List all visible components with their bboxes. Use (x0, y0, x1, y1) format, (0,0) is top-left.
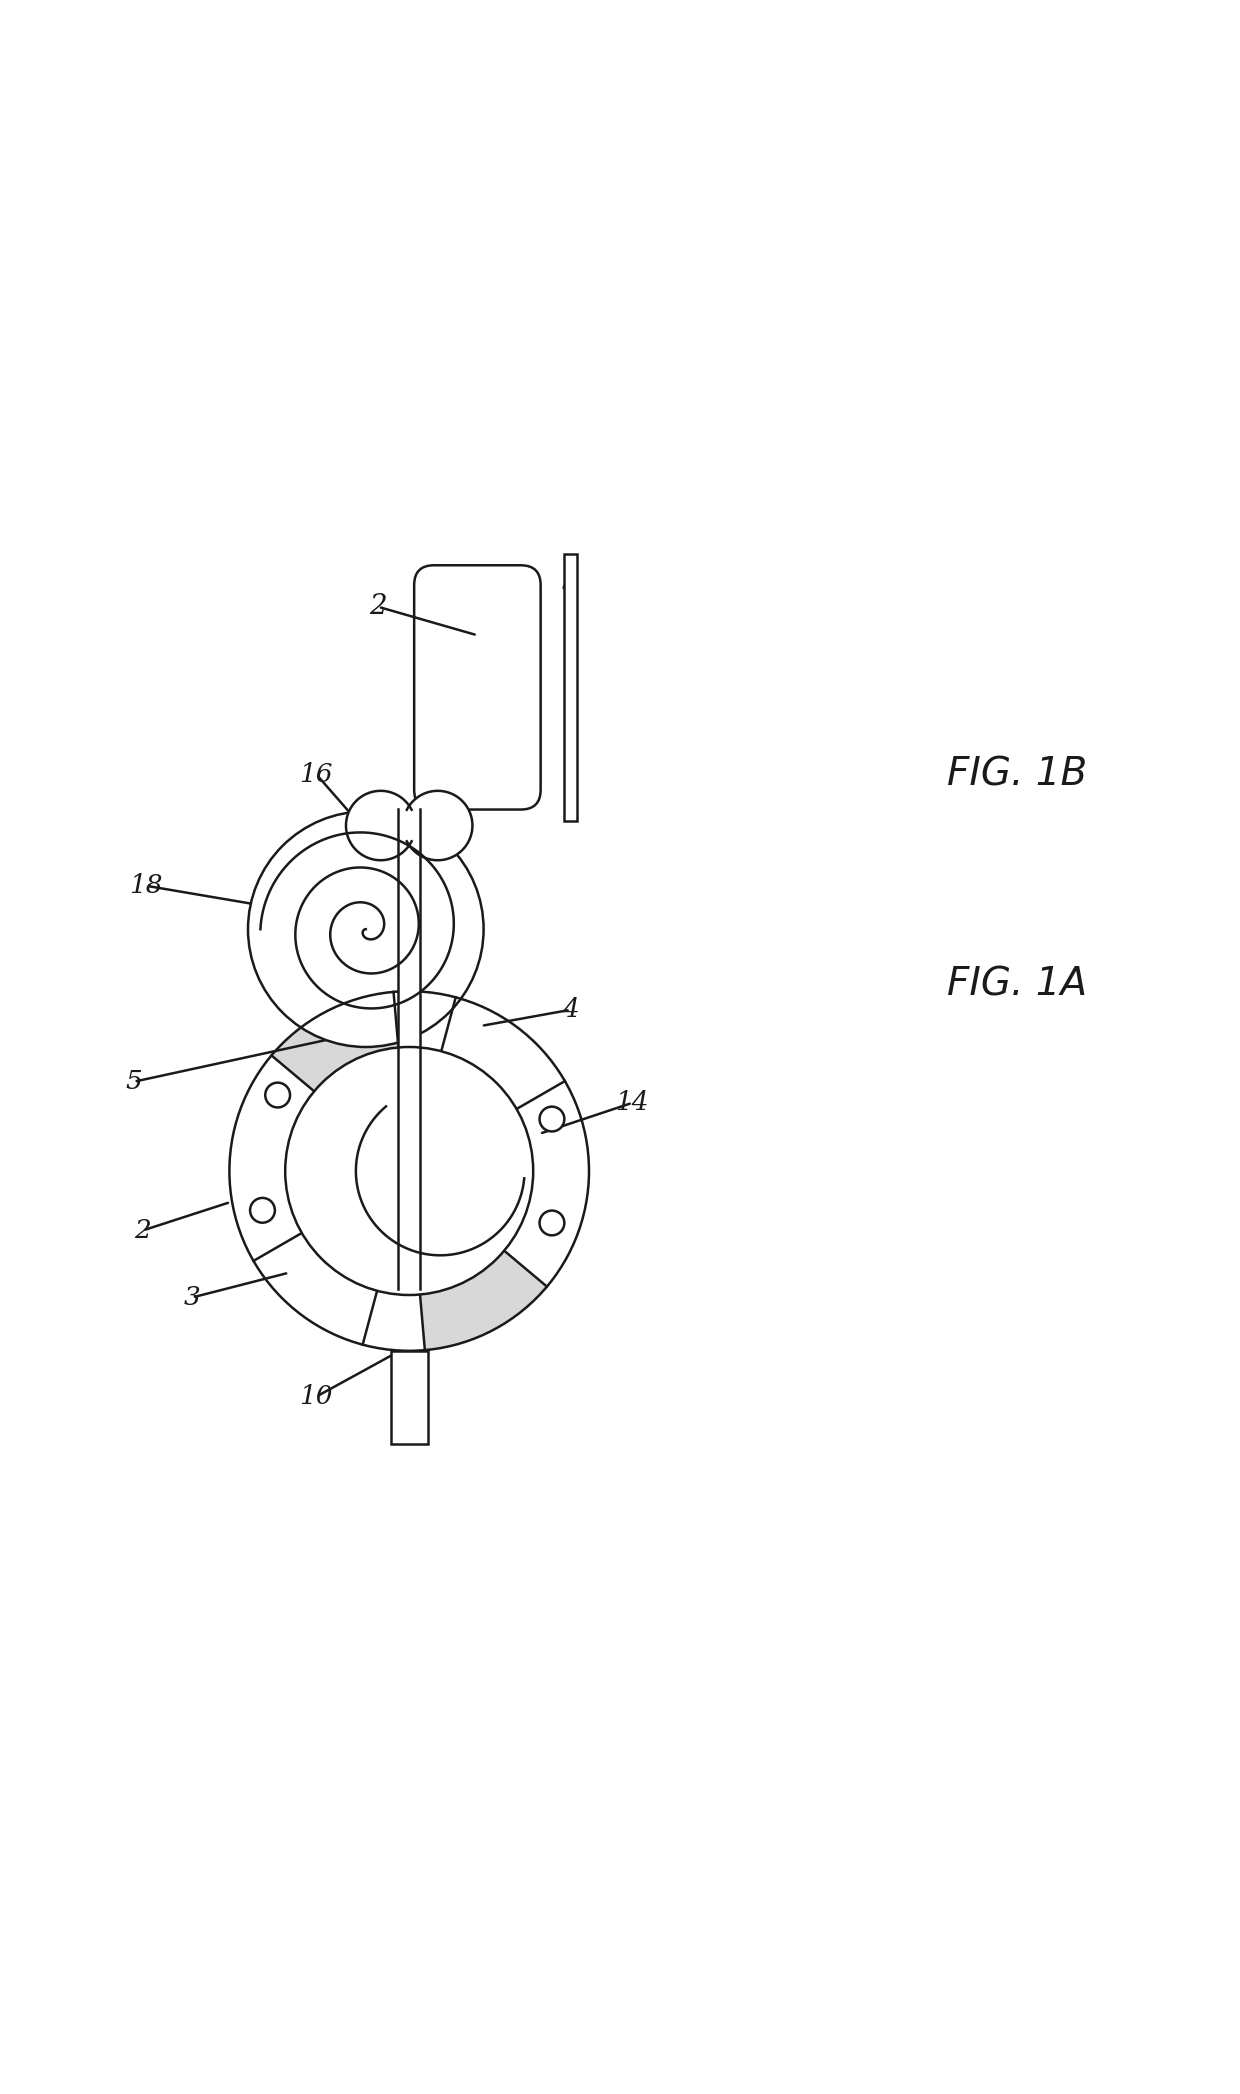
Text: 14: 14 (615, 1091, 650, 1116)
Polygon shape (407, 792, 472, 861)
Text: 2: 2 (370, 593, 387, 620)
Polygon shape (272, 993, 398, 1091)
Text: 10: 10 (299, 1384, 334, 1409)
FancyBboxPatch shape (398, 808, 420, 1288)
Text: 16: 16 (299, 762, 334, 787)
FancyBboxPatch shape (391, 1351, 428, 1443)
Text: 3: 3 (184, 1286, 201, 1311)
Circle shape (539, 1106, 564, 1131)
FancyBboxPatch shape (414, 565, 541, 810)
Circle shape (248, 810, 484, 1047)
Text: 3: 3 (562, 567, 579, 595)
Circle shape (229, 990, 589, 1351)
Text: 4: 4 (562, 997, 579, 1022)
Polygon shape (346, 792, 412, 861)
Circle shape (265, 1083, 290, 1108)
Circle shape (539, 1210, 564, 1235)
Text: 2: 2 (134, 1219, 151, 1244)
Polygon shape (420, 1250, 547, 1351)
Text: FIG. 1A: FIG. 1A (946, 965, 1087, 1003)
Text: 5: 5 (125, 1070, 143, 1095)
Text: FIG. 1B: FIG. 1B (946, 756, 1087, 794)
Circle shape (285, 1047, 533, 1294)
Text: 18: 18 (129, 873, 164, 898)
FancyBboxPatch shape (564, 555, 577, 821)
Circle shape (250, 1198, 275, 1223)
FancyBboxPatch shape (391, 1351, 428, 1443)
